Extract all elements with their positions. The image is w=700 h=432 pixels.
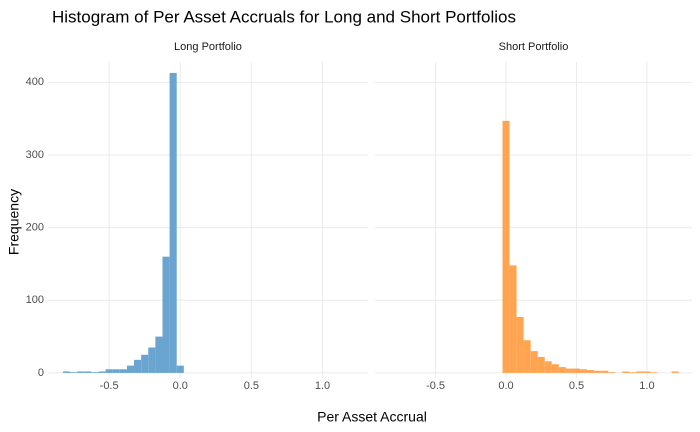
bar	[650, 372, 658, 373]
x-tick-label: 0.5	[244, 380, 259, 392]
bar	[77, 371, 85, 373]
bar	[91, 372, 99, 373]
x-tick-label: -0.5	[426, 380, 445, 392]
bar	[126, 365, 135, 373]
bar	[98, 371, 106, 373]
bar	[572, 368, 580, 373]
bar	[502, 120, 510, 373]
y-tick-label: 300	[26, 149, 44, 161]
bar	[62, 371, 71, 373]
bar	[141, 354, 149, 373]
bar	[594, 370, 602, 373]
y-tick-label: 100	[26, 294, 44, 306]
bar	[558, 367, 566, 373]
x-tick-label: 1.0	[315, 380, 330, 392]
bar	[119, 369, 127, 373]
x-axis-title: Per Asset Accrual	[317, 409, 427, 425]
bar	[579, 369, 588, 373]
bar	[671, 371, 679, 373]
bar	[134, 359, 142, 373]
x-tick-label: 0.5	[569, 380, 584, 392]
bar	[70, 372, 78, 373]
bar	[162, 256, 170, 373]
bar	[105, 369, 113, 373]
bar	[601, 370, 609, 373]
bar	[565, 368, 573, 373]
bar	[516, 316, 524, 373]
bar	[608, 372, 616, 373]
bar	[176, 365, 184, 373]
strip-title: Short Portfolio	[499, 41, 569, 53]
bar	[587, 370, 595, 373]
bar	[509, 265, 517, 373]
bar	[530, 351, 538, 373]
y-tick-label: 200	[26, 222, 44, 234]
strip-title: Long Portfolio	[174, 41, 242, 53]
bar	[155, 336, 163, 373]
bar	[622, 371, 630, 373]
y-tick-label: 400	[26, 76, 44, 88]
bar	[629, 372, 637, 373]
bar	[169, 72, 177, 373]
x-tick-label: 0.0	[173, 380, 188, 392]
bar	[643, 371, 651, 373]
x-tick-label: 0.0	[498, 380, 513, 392]
bar	[544, 361, 552, 373]
y-axis-title: Frequency	[6, 189, 22, 255]
bar	[551, 364, 559, 373]
y-tick-label: 0	[38, 367, 44, 379]
bar	[537, 356, 545, 373]
x-tick-label: 1.0	[639, 380, 654, 392]
bar	[84, 371, 92, 373]
bar	[112, 369, 120, 373]
bar	[523, 340, 531, 373]
bar	[636, 371, 644, 373]
chart-title: Histogram of Per Asset Accruals for Long…	[52, 7, 516, 26]
x-tick-label: -0.5	[100, 380, 119, 392]
bar	[148, 347, 156, 373]
